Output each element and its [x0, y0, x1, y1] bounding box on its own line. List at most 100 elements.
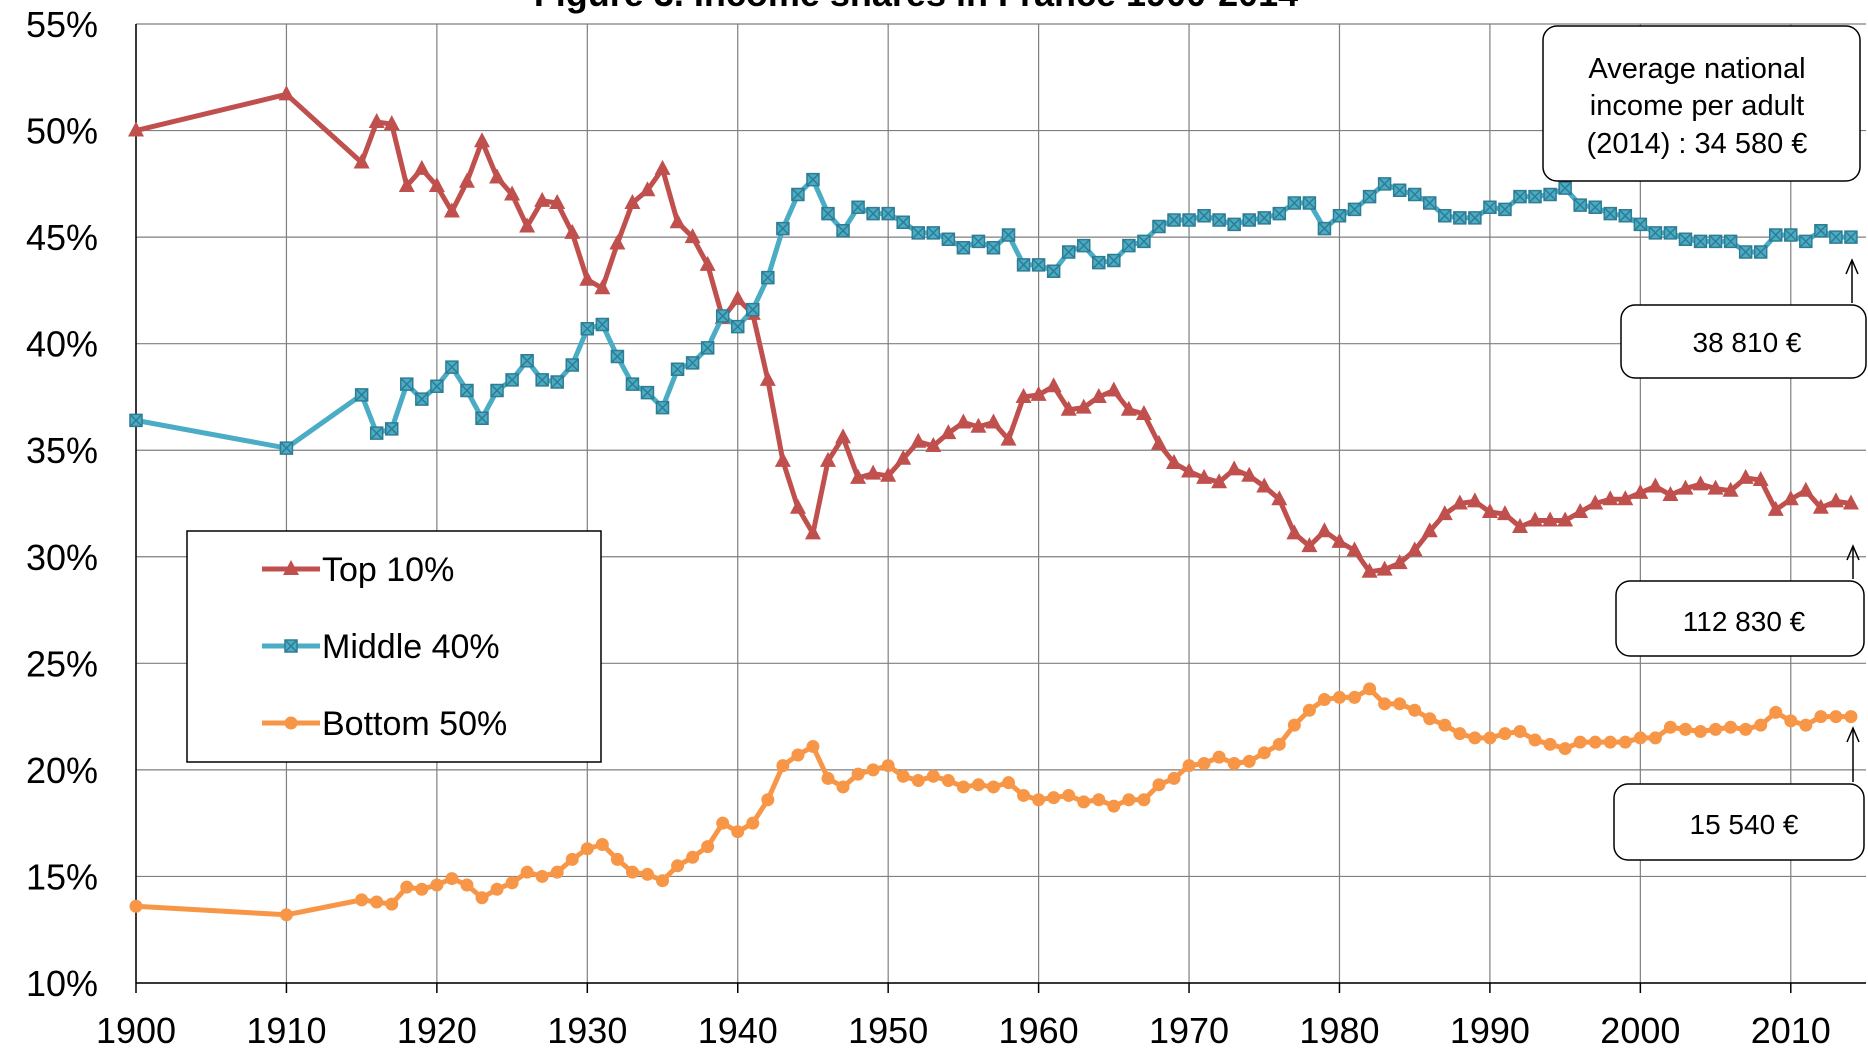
data-point — [580, 321, 595, 336]
data-point — [669, 213, 686, 229]
data-point — [1076, 238, 1091, 253]
data-point — [385, 897, 399, 911]
data-point — [1045, 377, 1062, 393]
legend-label: Bottom 50% — [322, 705, 507, 743]
data-point — [1406, 541, 1423, 557]
data-point — [1137, 793, 1151, 807]
annotation-arrowhead — [1845, 258, 1859, 275]
data-point — [550, 865, 564, 879]
data-point — [715, 309, 730, 323]
data-point — [1092, 255, 1106, 270]
data-point — [1438, 209, 1452, 223]
data-point — [1588, 735, 1602, 749]
annotation-arrowhead — [1846, 544, 1860, 561]
x-tick-label: 2000 — [1600, 1010, 1680, 1051]
data-point — [1737, 468, 1754, 484]
data-point — [474, 132, 490, 148]
data-point — [970, 417, 987, 433]
data-point — [1481, 503, 1498, 519]
data-point — [1829, 230, 1843, 244]
data-point — [415, 882, 429, 896]
data-point — [1287, 196, 1302, 210]
data-point — [1663, 720, 1677, 734]
data-point — [1496, 505, 1513, 521]
data-point — [851, 200, 865, 215]
data-point — [896, 769, 910, 783]
data-point — [354, 388, 369, 402]
data-point — [1002, 776, 1016, 790]
y-tick-label: 35% — [26, 430, 98, 471]
legend-marker — [284, 716, 298, 730]
x-tick-label: 1930 — [547, 1010, 627, 1051]
data-point — [1332, 690, 1346, 704]
annotation-text: 38 810 € — [1693, 327, 1802, 358]
data-point — [579, 270, 596, 286]
data-point — [610, 852, 624, 866]
data-point — [821, 771, 835, 785]
data-point — [1422, 196, 1437, 210]
legend-label: Top 10% — [322, 551, 454, 589]
data-point — [1302, 703, 1316, 717]
data-point — [1814, 223, 1828, 238]
data-point — [1528, 733, 1542, 747]
data-point — [1752, 471, 1769, 487]
data-point — [1588, 200, 1602, 215]
data-point — [1062, 788, 1076, 802]
y-tick-label: 50% — [26, 111, 98, 152]
data-point — [729, 289, 746, 305]
data-point — [279, 441, 294, 455]
data-point — [505, 876, 519, 890]
data-point — [1543, 737, 1557, 751]
data-point — [746, 302, 760, 317]
data-point — [383, 115, 400, 131]
data-point — [1527, 511, 1544, 527]
data-point — [400, 880, 414, 894]
data-point — [129, 899, 143, 913]
data-point — [384, 422, 399, 436]
data-point — [1707, 479, 1724, 495]
annotation-box — [1615, 580, 1865, 657]
data-point — [1769, 705, 1783, 719]
data-point — [490, 882, 504, 896]
data-point — [1694, 725, 1708, 739]
annotation-text: income per adult — [1590, 90, 1804, 122]
legend-box — [186, 530, 602, 763]
data-point — [1829, 710, 1843, 724]
data-point — [971, 234, 986, 249]
data-point — [1348, 690, 1362, 704]
data-point — [1242, 754, 1256, 768]
data-point — [806, 739, 820, 753]
data-point — [1152, 219, 1166, 234]
data-point — [700, 341, 715, 355]
data-point — [686, 850, 700, 864]
data-point — [278, 85, 295, 101]
data-point — [1393, 697, 1407, 711]
data-point — [1512, 517, 1528, 533]
data-point — [910, 432, 927, 448]
data-point — [279, 908, 293, 922]
data-point — [761, 793, 775, 807]
data-point — [836, 780, 850, 794]
data-point — [1558, 181, 1572, 195]
legend-marker — [284, 639, 298, 653]
data-point — [806, 172, 820, 187]
data-point — [1137, 234, 1151, 249]
data-point — [941, 774, 955, 788]
data-point — [1407, 187, 1422, 202]
data-point — [1767, 500, 1784, 516]
data-point — [941, 232, 956, 246]
data-point — [609, 234, 626, 250]
data-point — [430, 878, 444, 892]
data-point — [1197, 209, 1211, 223]
data-point — [580, 842, 594, 856]
data-point — [1408, 703, 1422, 717]
data-point — [940, 424, 957, 440]
data-point — [1617, 490, 1634, 506]
data-point — [1647, 477, 1664, 493]
data-point — [1513, 725, 1527, 739]
y-tick-label: 55% — [26, 4, 98, 45]
data-point — [1648, 731, 1662, 745]
annotation-text: 15 540 € — [1690, 809, 1799, 840]
data-point — [1257, 211, 1272, 225]
